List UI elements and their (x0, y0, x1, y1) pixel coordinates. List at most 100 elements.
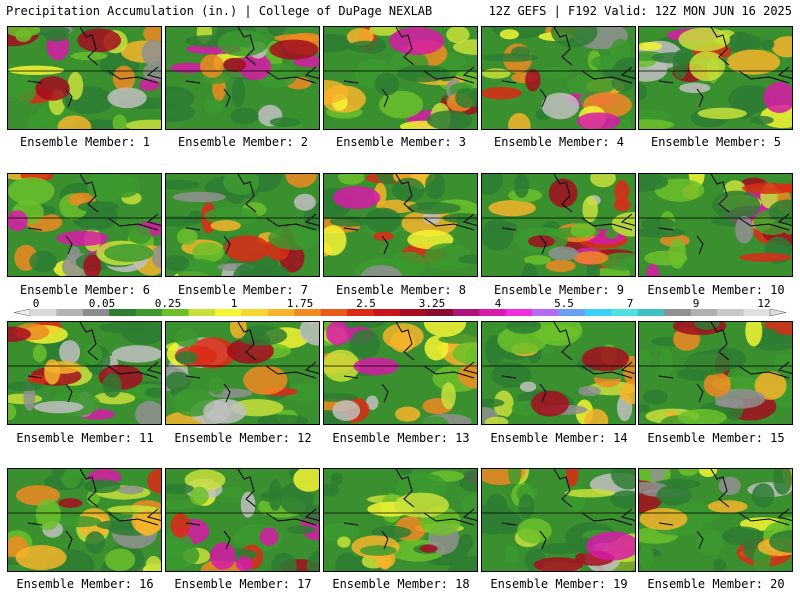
ensemble-member-label: Ensemble Member: 7 (177, 283, 309, 297)
ensemble-member-map (323, 26, 478, 130)
colorbar-swatch (267, 309, 295, 316)
colorbar-swatch (558, 309, 586, 316)
ensemble-member-label: Ensemble Member: 17 (174, 577, 312, 591)
colorbar-tick-label: 5.5 (554, 297, 574, 310)
colorbar-tick-label: 0.05 (89, 297, 116, 310)
ensemble-member-label: Ensemble Member: 9 (493, 283, 625, 297)
coastline (658, 469, 792, 550)
coastline (343, 174, 477, 255)
precip-field (324, 469, 477, 571)
colorbar-swatch (505, 309, 533, 316)
ensemble-member-map (165, 26, 320, 130)
coastline (27, 27, 161, 108)
colorbar-swatch (611, 309, 639, 316)
precip-field (8, 174, 161, 276)
coastline (343, 27, 477, 108)
coastline (501, 469, 635, 550)
ensemble-member-label: Ensemble Member: 11 (16, 431, 154, 445)
precip-field (8, 322, 161, 424)
colorbar-swatch (585, 309, 612, 316)
ensemble-member-map (7, 26, 162, 130)
ensemble-member-label: Ensemble Member: 18 (332, 577, 470, 591)
colorbar: 0 0.05 0.25 1 1.75 2.5 3.25 4 5.5 7 9 12 (13, 297, 787, 317)
ensemble-member-map (165, 173, 320, 277)
precip-field (324, 27, 477, 129)
ensemble-member-map (481, 468, 636, 572)
ensemble-member-map (481, 321, 636, 425)
colorbar-swatch (717, 309, 744, 316)
coastline (343, 469, 477, 550)
precip-field (482, 27, 635, 129)
colorbar-swatch (664, 309, 692, 316)
ensemble-member-map (323, 173, 478, 277)
ensemble-member-label: Ensemble Member: 12 (174, 431, 312, 445)
colorbar-swatch (241, 309, 269, 316)
ensemble-member-map (323, 468, 478, 572)
colorbar-tick-label: 7 (627, 297, 634, 310)
precip-field (324, 174, 477, 276)
coastline (185, 322, 319, 403)
ensemble-member-map (323, 321, 478, 425)
ensemble-member-label: Ensemble Member: 8 (335, 283, 467, 297)
colorbar-swatch (479, 309, 507, 316)
header-title: Precipitation Accumulation (in.) | Colle… (6, 4, 433, 18)
precip-field (639, 469, 792, 571)
colorbar-swatch (532, 309, 559, 316)
ensemble-member-label: Ensemble Member: 1 (19, 135, 151, 149)
ensemble-member-label: Ensemble Member: 2 (177, 135, 309, 149)
precip-field (8, 469, 161, 571)
precip-field (482, 174, 635, 276)
colorbar-tick-label: 9 (693, 297, 700, 310)
colorbar-swatch (320, 309, 348, 316)
ensemble-member-map (7, 468, 162, 572)
ensemble-member-label: Ensemble Member: 13 (332, 431, 470, 445)
coastline (501, 322, 635, 403)
ensemble-member-map (638, 26, 793, 130)
colorbar-swatch (400, 309, 427, 316)
colorbar-swatch (426, 309, 454, 316)
ensemble-member-map (7, 173, 162, 277)
precip-field (639, 27, 792, 129)
coastline (27, 469, 161, 550)
ensemble-member-label: Ensemble Member: 6 (19, 283, 151, 297)
colorbar-tick-label: 3.25 (419, 297, 446, 310)
header-run-info: 12Z GEFS | F192 Valid: 12Z MON JUN 16 20… (488, 4, 792, 18)
colorbar-swatch (82, 309, 110, 316)
colorbar-swatch (109, 309, 137, 316)
ensemble-member-map (165, 321, 320, 425)
ensemble-member-map (481, 26, 636, 130)
colorbar-swatch (162, 309, 189, 316)
colorbar-swatch (743, 309, 771, 316)
ensemble-member-map (7, 321, 162, 425)
ensemble-member-label: Ensemble Member: 14 (490, 431, 628, 445)
colorbar-tick-label: 0 (33, 297, 40, 310)
colorbar-swatch (56, 309, 84, 316)
ensemble-member-map (165, 468, 320, 572)
coastline (185, 469, 319, 550)
colorbar-tick-label: 12 (757, 297, 770, 310)
precip-field (482, 322, 635, 424)
colorbar-tick-label: 1.75 (287, 297, 314, 310)
precip-field (166, 469, 319, 571)
coastline (185, 27, 319, 108)
precip-field (324, 322, 477, 424)
precip-field (166, 174, 319, 276)
coastline (501, 27, 635, 108)
coastline (343, 322, 477, 403)
precip-field (166, 322, 319, 424)
colorbar-swatch (215, 309, 242, 316)
ensemble-member-label: Ensemble Member: 16 (16, 577, 154, 591)
precip-field (482, 469, 635, 571)
ensemble-member-label: Ensemble Member: 10 (647, 283, 785, 297)
coastline (658, 27, 792, 108)
coastline (658, 174, 792, 255)
coastline (501, 174, 635, 255)
colorbar-swatch (294, 309, 322, 316)
colorbar-swatch (452, 309, 480, 316)
ensemble-member-label: Ensemble Member: 3 (335, 135, 467, 149)
colorbar-swatch (347, 309, 374, 316)
colorbar-tick-label: 2.5 (356, 297, 376, 310)
ensemble-member-label: Ensemble Member: 19 (490, 577, 628, 591)
ensemble-member-map (638, 173, 793, 277)
colorbar-swatch (135, 309, 163, 316)
